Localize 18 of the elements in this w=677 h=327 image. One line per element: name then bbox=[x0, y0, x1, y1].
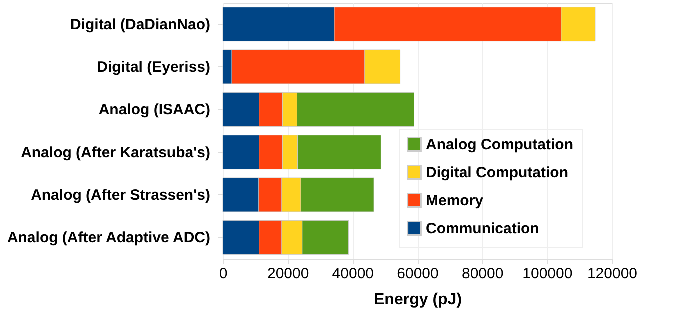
y-tick-label: Analog (ISAAC) bbox=[98, 102, 210, 119]
y-tick-label: Analog (After Strassen's) bbox=[31, 187, 211, 204]
x-tick-label: 20000 bbox=[267, 266, 310, 282]
y-tick-label: Analog (After Adaptive ADC) bbox=[7, 230, 210, 247]
y-tick-label: Digital (Eyeriss) bbox=[97, 59, 210, 76]
x-axis-title: Energy (pJ) bbox=[374, 292, 462, 308]
x-tick-label: 0 bbox=[219, 266, 228, 282]
x-tick-label: 120000 bbox=[587, 266, 638, 282]
legend-label: Memory bbox=[426, 192, 484, 210]
y-tick-label: Digital (DaDianNao) bbox=[70, 16, 210, 34]
x-tick-label: 40000 bbox=[332, 266, 374, 282]
x-tick-label: 100000 bbox=[522, 266, 573, 282]
y-tick-label: Analog (After Karatsuba's) bbox=[21, 144, 210, 162]
x-tick-label: 60000 bbox=[397, 266, 439, 282]
legend-label: Analog Computation bbox=[426, 136, 574, 154]
legend-label: Communication bbox=[426, 220, 540, 238]
legend-label: Digital Computation bbox=[426, 164, 568, 182]
x-tick-label: 80000 bbox=[462, 266, 504, 282]
